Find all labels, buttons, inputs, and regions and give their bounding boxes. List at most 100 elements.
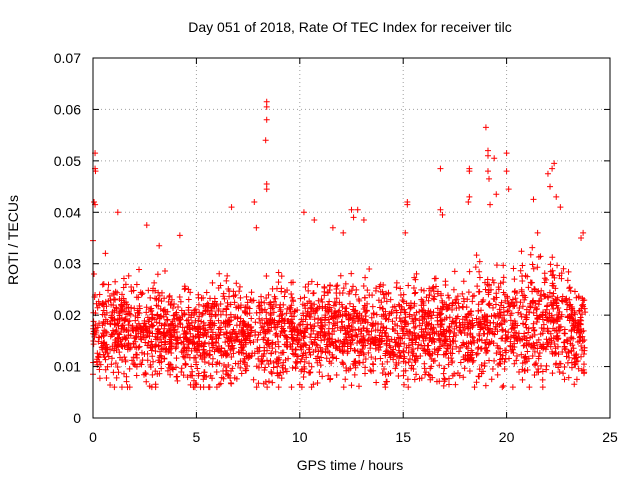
data-point [520,320,527,327]
data-point [478,370,485,377]
data-point [422,350,429,357]
data-point [110,369,117,376]
data-point [381,366,388,372]
data-point [505,329,512,336]
data-point [305,369,312,376]
data-point [143,304,150,311]
data-point-outlier [263,103,270,110]
data-point [297,295,304,302]
data-point [541,275,548,282]
data-point [558,313,565,320]
data-point [229,331,236,338]
data-point [302,325,309,332]
data-point [173,355,180,362]
data-point [342,331,349,338]
data-point [377,327,384,334]
data-point [330,302,337,309]
data-point [232,330,239,337]
data-point [521,330,528,337]
data-point [482,339,489,346]
data-point-outlier [360,217,367,223]
data-point [127,332,134,339]
data-point [352,291,359,298]
data-point [488,376,495,383]
data-point [224,272,231,279]
data-point [308,278,315,285]
data-point [344,325,351,332]
data-point [149,330,156,337]
data-point [418,342,425,349]
data-point [152,341,159,348]
data-point [370,367,377,374]
data-point [456,372,463,379]
data-point [289,297,296,304]
data-point [460,278,467,285]
data-point [356,314,363,321]
data-point [438,321,445,328]
data-point [314,380,321,387]
data-point [197,353,204,360]
data-point [311,316,318,323]
data-point [233,322,240,329]
data-point [111,307,118,314]
data-point [207,351,214,358]
data-point [356,352,363,359]
data-point [136,266,143,273]
data-point [395,359,402,366]
data-point [509,384,516,391]
data-point [566,317,573,324]
data-point [243,293,250,300]
data-point [360,316,367,323]
data-point [120,275,127,282]
data-point [480,318,487,325]
data-point [446,323,453,330]
data-point [200,372,207,379]
data-points [90,98,589,391]
data-point [154,271,161,278]
data-point [125,341,132,348]
data-point [519,336,526,343]
data-point [375,297,382,304]
data-point [410,366,417,372]
data-point [462,355,469,362]
data-point [426,285,433,292]
data-point [94,304,101,311]
data-point [266,343,273,350]
data-point [441,365,448,372]
data-point [123,373,130,380]
data-point-outlier [465,199,472,205]
data-point [405,359,412,366]
data-point [403,328,410,335]
data-point [288,291,295,298]
x-axis-label: GPS time / hours [297,457,404,473]
data-point [495,286,502,293]
data-point [205,340,212,347]
data-point [294,359,301,366]
data-point [113,374,120,381]
data-point [476,268,483,275]
data-point [489,277,496,284]
data-point [314,353,321,360]
data-point [319,298,326,305]
data-point [504,308,511,315]
data-point [119,291,126,298]
data-point [411,376,418,383]
data-point [194,341,201,348]
data-point [459,303,466,310]
data-point [541,293,548,300]
data-point [240,323,247,330]
data-point [202,307,209,314]
data-point [449,350,456,357]
data-point [217,326,224,333]
data-point [473,252,480,259]
data-point [273,330,280,337]
data-point [340,350,347,357]
y-tick-label: 0.01 [54,359,81,375]
data-point [325,290,332,297]
data-point [353,331,360,338]
data-point [254,348,261,355]
data-point [172,364,179,371]
data-point [385,316,392,323]
data-point [281,293,288,300]
data-point [499,355,506,362]
